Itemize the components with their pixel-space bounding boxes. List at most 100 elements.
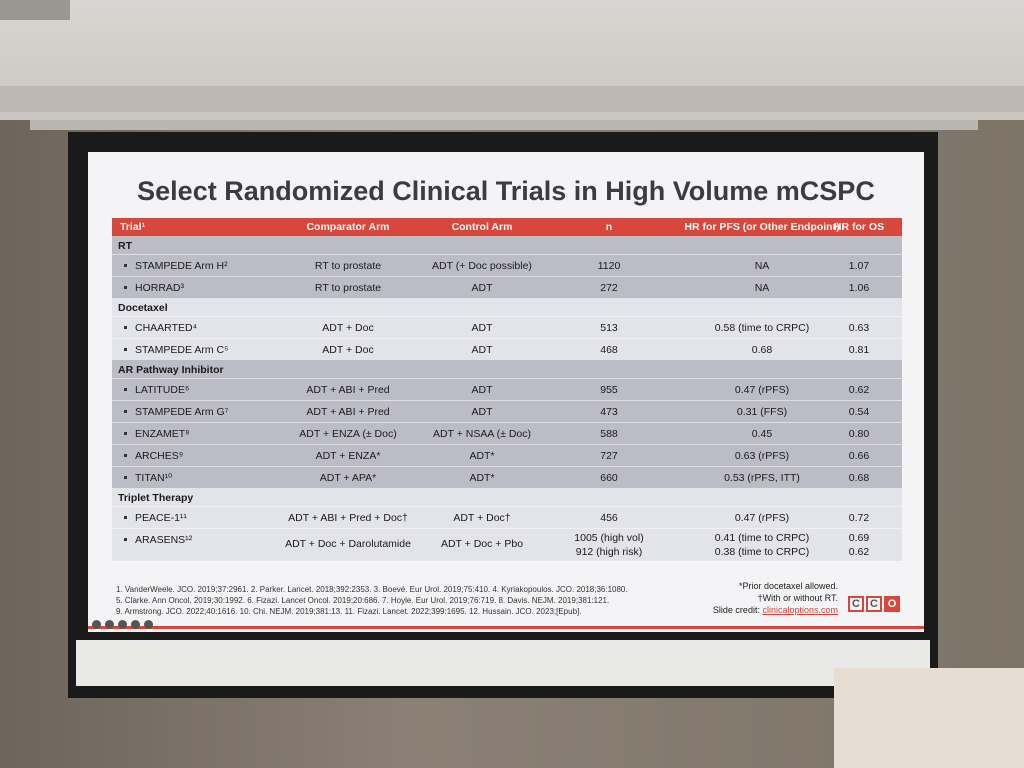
bullet-icon — [124, 475, 127, 479]
table-cell-trial: ENZAMET⁸ — [120, 428, 190, 440]
table-cell-control: ADT + NSAA (± Doc) — [432, 428, 532, 440]
table-cell-pfs: 0.63 (rPFS) — [734, 450, 790, 462]
bullet-icon — [124, 537, 127, 541]
footnote-prior-docetaxel: *Prior docetaxel allowed. — [738, 581, 838, 591]
projected-slide: Select Randomized Clinical Trials in Hig… — [88, 152, 924, 632]
table-row: STAMPEDE Arm H² RT to prostate ADT (+ Doc … — [112, 254, 902, 276]
table-cell-comparator: ADT + Doc — [322, 322, 374, 334]
trial-name: CHAARTED⁴ — [135, 322, 198, 334]
trial-name: PEACE-1¹¹ — [135, 512, 187, 524]
table-cell-os: 0.81 — [848, 344, 870, 356]
trial-name: ENZAMET⁸ — [135, 428, 190, 440]
room-table — [834, 668, 1024, 768]
table-cell-os: 0.63 — [848, 322, 870, 334]
table-cell-comparator: ADT + ABI + Pred — [306, 384, 390, 396]
credit-link[interactable]: clinicaloptions.com — [762, 605, 838, 615]
trial-name: STAMPEDE Arm H² — [135, 260, 228, 272]
table-cell-trial: STAMPEDE Arm H² — [120, 260, 228, 272]
table-cell-trial: CHAARTED⁴ — [120, 322, 197, 334]
table-cell-comparator: RT to prostate — [314, 260, 382, 272]
table-cell-os: 0.66 — [848, 450, 870, 462]
table-cell-os: 0.80 — [848, 428, 870, 440]
reference-line: 1. VanderWeele. JCO. 2019;37:2961. 2. Pa… — [116, 585, 628, 594]
table-cell-trial: TITAN¹⁰ — [120, 472, 172, 484]
table-cell-n: 473 — [600, 406, 618, 418]
ceiling-strip — [0, 86, 1024, 112]
table-section: RT STAMPEDE Arm H² RT to prostate ADT (+ Do… — [112, 236, 902, 298]
next-arrow-icon[interactable] — [144, 620, 153, 629]
table-cell-n: 468 — [600, 344, 618, 356]
section-heading-label: AR Pathway Inhibitor — [118, 364, 224, 376]
section-heading: AR Pathway Inhibitor — [112, 360, 902, 378]
footnotes: *Prior docetaxel allowed. †With or witho… — [698, 580, 838, 616]
zoom-icon[interactable] — [131, 620, 140, 629]
table-cell-os: 0.68 — [848, 472, 870, 484]
bullet-icon — [124, 285, 127, 289]
prev-arrow-icon[interactable] — [92, 620, 101, 629]
table-cell-control: ADT* — [469, 450, 495, 462]
table-cell-trial: STAMPEDE Arm G⁷ — [120, 406, 228, 418]
credit-label: Slide credit: — [712, 605, 763, 615]
trial-name: ARCHES⁹ — [135, 450, 184, 462]
header-hr-pfs: HR for PFS (or Other Endpoint) — [684, 221, 840, 233]
table-cell-comparator: ADT + APA* — [319, 472, 377, 484]
table-cell-pfs: 0.45 — [751, 428, 773, 440]
table-row: HORRAD³ RT to prostate ADT 272 NA 1.06 — [112, 276, 902, 298]
table-row: STAMPEDE Arm C⁵ ADT + Doc ADT 468 0.68 0.81 — [112, 338, 902, 360]
screen-housing — [30, 120, 978, 130]
section-heading-label: RT — [118, 240, 132, 252]
table-cell-control: ADT* — [469, 472, 495, 484]
table-cell-n: 660 — [600, 472, 618, 484]
trial-name: LATITUDE⁶ — [135, 384, 190, 396]
table-row: PEACE-1¹¹ ADT + ABI + Pred + Doc† ADT + Do… — [112, 506, 902, 528]
section-heading-label: Triplet Therapy — [118, 492, 194, 504]
table-cell-control: ADT (+ Doc possible) — [432, 260, 532, 272]
table-cell-n: 588 — [600, 428, 618, 440]
slide-nav-controls — [92, 620, 153, 629]
logo-letter: C — [866, 596, 882, 612]
table-cell-comparator: ADT + Doc — [322, 344, 374, 356]
table-cell-os: 0.62 — [848, 384, 870, 396]
table-cell-os: 0.72 — [848, 512, 870, 524]
table-cell-pfs: NA — [754, 260, 770, 272]
table-section: AR Pathway Inhibitor LATITUDE⁶ ADT + ABI +… — [112, 360, 902, 488]
grid-icon[interactable] — [118, 620, 127, 629]
table-row: TITAN¹⁰ ADT + APA* ADT* 660 0.53 (rPFS, ITT)… — [112, 466, 902, 488]
table-cell-n: 513 — [600, 322, 618, 334]
table-cell-comparator: ADT + ABI + Pred + Doc† — [288, 512, 408, 524]
table-row: ENZAMET⁸ ADT + ENZA (± Doc) ADT + NSAA (± … — [112, 422, 902, 444]
section-heading: Docetaxel — [112, 298, 902, 316]
table-cell-control: ADT — [471, 384, 493, 396]
table-cell-pfs: 0.31 (FFS) — [736, 406, 788, 418]
table-row: CHAARTED⁴ ADT + Doc ADT 513 0.58 (time to CR… — [112, 316, 902, 338]
bullet-icon — [124, 347, 127, 351]
screen-bottom-margin — [76, 640, 930, 686]
table-cell-control: ADT — [471, 282, 493, 294]
bullet-icon — [124, 431, 127, 435]
table-cell-n: 456 — [600, 512, 618, 524]
table-cell-pfs: 0.41 (time to CRPC) 0.38 (time to CRPC) — [714, 532, 810, 558]
footnote-rt: †With or without RT. — [757, 593, 838, 603]
bullet-icon — [124, 409, 127, 413]
slide-title: Select Randomized Clinical Trials in Hig… — [137, 176, 875, 206]
table-header: Trial¹ Comparator Arm Control Arm n HR f… — [112, 218, 902, 236]
logo-letter: C — [848, 596, 864, 612]
header-comparator: Comparator Arm — [306, 221, 390, 233]
trials-table: Trial¹ Comparator Arm Control Arm n HR f… — [112, 218, 902, 561]
bullet-icon — [124, 325, 127, 329]
table-body: RT STAMPEDE Arm H² RT to prostate ADT (+ Do… — [112, 236, 902, 561]
bullet-icon — [124, 453, 127, 457]
pen-icon[interactable] — [105, 620, 114, 629]
table-section: Triplet Therapy PEACE-1¹¹ ADT + ABI + Pred… — [112, 488, 902, 561]
slide-credit: Slide credit: clinicaloptions.com — [698, 604, 838, 616]
table-cell-n: 727 — [600, 450, 618, 462]
section-heading: RT — [112, 236, 902, 254]
table-cell-trial: ARCHES⁹ — [120, 450, 183, 462]
table-cell-control: ADT + Doc + Pbo — [440, 538, 524, 550]
table-cell-n: 1005 (high vol) 912 (high risk) — [574, 532, 644, 558]
bullet-icon — [124, 515, 127, 519]
air-vent — [0, 0, 70, 20]
table-row: ARASENS¹² ADT + Doc + Darolutamide ADT + D… — [112, 528, 902, 561]
table-cell-pfs: 0.47 (rPFS) — [734, 512, 790, 524]
table-cell-n: 272 — [600, 282, 618, 294]
